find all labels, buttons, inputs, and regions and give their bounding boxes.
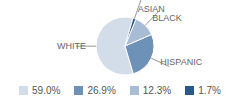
- html-text:12.3%: 12.3%: [142, 84, 172, 96]
- svg-text:ASIAN: ASIAN: [138, 4, 165, 14]
- html-text:59.0%: 59.0%: [32, 84, 61, 96]
- svg-text:BLACK: BLACK: [152, 13, 182, 23]
- svg-text:HISPANIC: HISPANIC: [160, 57, 202, 67]
- svg-text:WHITE: WHITE: [57, 41, 86, 51]
- html-text:1.7%: 1.7%: [198, 84, 221, 96]
- html-text:26.9%: 26.9%: [87, 84, 116, 96]
